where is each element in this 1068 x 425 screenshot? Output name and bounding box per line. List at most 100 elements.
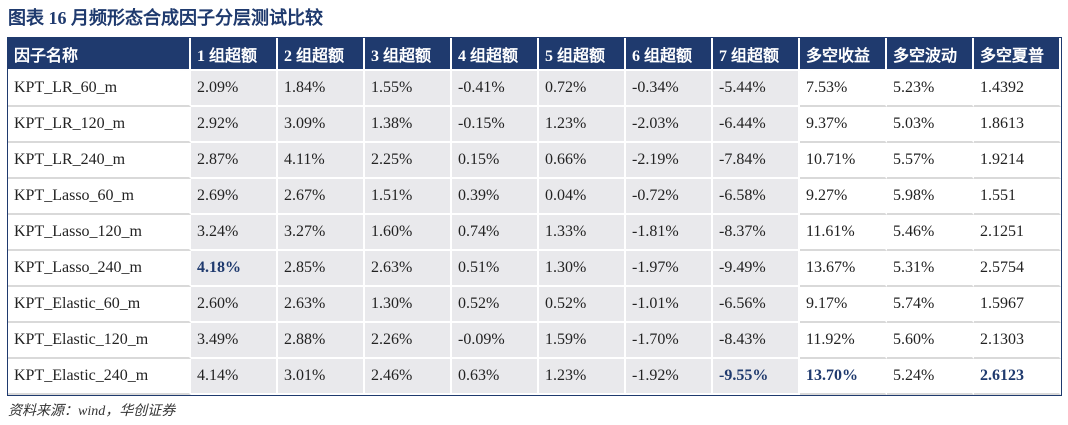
table-cell: -8.37% [713, 215, 800, 251]
table-cell: 1.55% [365, 71, 452, 107]
table-cell: 2.1251 [974, 215, 1061, 251]
table-cell: -0.09% [452, 323, 539, 359]
table-cell: 5.24% [887, 359, 974, 395]
table-cell: 1.60% [365, 215, 452, 251]
table-cell: -6.56% [713, 287, 800, 323]
table-cell: 1.30% [539, 251, 626, 287]
table-cell: 2.5754 [974, 251, 1061, 287]
table-cell: 3.27% [278, 215, 365, 251]
table-cell: 0.72% [539, 71, 626, 107]
table-row: KPT_LR_120_m 2.92% 3.09% 1.38% -0.15% 1.23% -2… [8, 107, 1061, 143]
table-cell: -2.03% [626, 107, 713, 143]
table-cell: 3.49% [191, 323, 278, 359]
table-cell: 1.5967 [974, 287, 1061, 323]
row-label: KPT_Elastic_60_m [8, 287, 191, 323]
table-row: KPT_Elastic_240_m 4.14% 3.01% 2.46% 0.63% 1.2… [8, 359, 1061, 395]
table-cell: 1.4392 [974, 71, 1061, 107]
table-cell: 1.8613 [974, 107, 1061, 143]
table-cell: 2.92% [191, 107, 278, 143]
table-cell: 9.27% [800, 179, 887, 215]
table-cell: 5.31% [887, 251, 974, 287]
table-cell: -1.97% [626, 251, 713, 287]
header-cell: 5 组超额 [539, 38, 626, 71]
table-cell: 4.11% [278, 143, 365, 179]
row-label: KPT_Lasso_60_m [8, 179, 191, 215]
table-cell: 1.23% [539, 359, 626, 395]
table-cell: 1.9214 [974, 143, 1061, 179]
header-cell: 4 组超额 [452, 38, 539, 71]
table-cell: 0.52% [539, 287, 626, 323]
table-cell: -0.15% [452, 107, 539, 143]
table-cell: 7.53% [800, 71, 887, 107]
table-row: KPT_LR_60_m 2.09% 1.84% 1.55% -0.41% 0.72% -0.… [8, 71, 1061, 107]
table-cell: 4.18% [191, 251, 278, 287]
table-cell: 3.01% [278, 359, 365, 395]
table-row: KPT_Elastic_120_m 3.49% 2.88% 2.26% -0.09% 1.… [8, 323, 1061, 359]
table-cell: 2.1303 [974, 323, 1061, 359]
table-cell: 5.46% [887, 215, 974, 251]
table-row: KPT_Lasso_240_m 4.18% 2.85% 2.63% 0.51% 1.30%… [8, 251, 1061, 287]
table-cell: 0.66% [539, 143, 626, 179]
source-note: 资料来源：wind，华创证券 [8, 404, 176, 419]
table-cell: -1.70% [626, 323, 713, 359]
table-cell: 2.63% [365, 251, 452, 287]
table-row: KPT_Lasso_120_m 3.24% 3.27% 1.60% 0.74% 1.33%… [8, 215, 1061, 251]
table-cell: 2.46% [365, 359, 452, 395]
table-cell: -9.49% [713, 251, 800, 287]
table-cell: 3.24% [191, 215, 278, 251]
table-cell: 2.87% [191, 143, 278, 179]
header-row: 因子名称 1 组超额 2 组超额 3 组超额 4 组超额 5 组超额 6 组超额 7 组超额多… [8, 38, 1061, 71]
data-table: 因子名称 1 组超额 2 组超额 3 组超额 4 组超额 5 组超额 6 组超额 7 组超额多… [7, 37, 1062, 396]
row-label: KPT_Elastic_120_m [8, 323, 191, 359]
header-cell: 因子名称 [8, 38, 191, 71]
row-label: KPT_Lasso_240_m [8, 251, 191, 287]
header-cell: 1 组超额 [191, 38, 278, 71]
table-cell: 2.88% [278, 323, 365, 359]
table-cell: 2.6123 [974, 359, 1061, 395]
table-cell: 1.30% [365, 287, 452, 323]
table-cell: -9.55% [713, 359, 800, 395]
table-cell: 2.67% [278, 179, 365, 215]
table-cell: 5.98% [887, 179, 974, 215]
table-cell: 2.69% [191, 179, 278, 215]
row-label: KPT_LR_240_m [8, 143, 191, 179]
table-cell: 5.57% [887, 143, 974, 179]
table-cell: 0.52% [452, 287, 539, 323]
row-label: KPT_Elastic_240_m [8, 359, 191, 395]
header-cell: 多空夏普 [974, 38, 1061, 71]
table-cell: 5.03% [887, 107, 974, 143]
table-cell: 13.67% [800, 251, 887, 287]
row-label: KPT_LR_60_m [8, 71, 191, 107]
table-cell: 0.15% [452, 143, 539, 179]
table-cell: 11.61% [800, 215, 887, 251]
table-cell: -0.41% [452, 71, 539, 107]
table-row: KPT_Lasso_60_m 2.69% 2.67% 1.51% 0.39% 0.04% -… [8, 179, 1061, 215]
header-cell: 多空收益 [800, 38, 887, 71]
table-cell: -0.72% [626, 179, 713, 215]
table-cell: -2.19% [626, 143, 713, 179]
header-cell: 多空波动 [887, 38, 974, 71]
table-cell: 1.33% [539, 215, 626, 251]
table-cell: 10.71% [800, 143, 887, 179]
table-cell: 2.09% [191, 71, 278, 107]
table-cell: -1.92% [626, 359, 713, 395]
table-row: KPT_Elastic_60_m 2.60% 2.63% 1.30% 0.52% 0.52… [8, 287, 1061, 323]
table-cell: 0.74% [452, 215, 539, 251]
table-cell: 0.04% [539, 179, 626, 215]
table-cell: 1.551 [974, 179, 1061, 215]
table-cell: 2.26% [365, 323, 452, 359]
header-cell: 6 组超额 [626, 38, 713, 71]
table-cell: 2.25% [365, 143, 452, 179]
table-cell: 1.23% [539, 107, 626, 143]
table-cell: 1.84% [278, 71, 365, 107]
table-cell: -7.84% [713, 143, 800, 179]
table-cell: -5.44% [713, 71, 800, 107]
table-cell: 4.14% [191, 359, 278, 395]
header-cell: 3 组超额 [365, 38, 452, 71]
table-cell: 5.23% [887, 71, 974, 107]
table-cell: -8.43% [713, 323, 800, 359]
title: 图表 16 月频形态合成因子分层测试比较 [8, 8, 323, 28]
table-cell: 0.63% [452, 359, 539, 395]
table-cell: 11.92% [800, 323, 887, 359]
